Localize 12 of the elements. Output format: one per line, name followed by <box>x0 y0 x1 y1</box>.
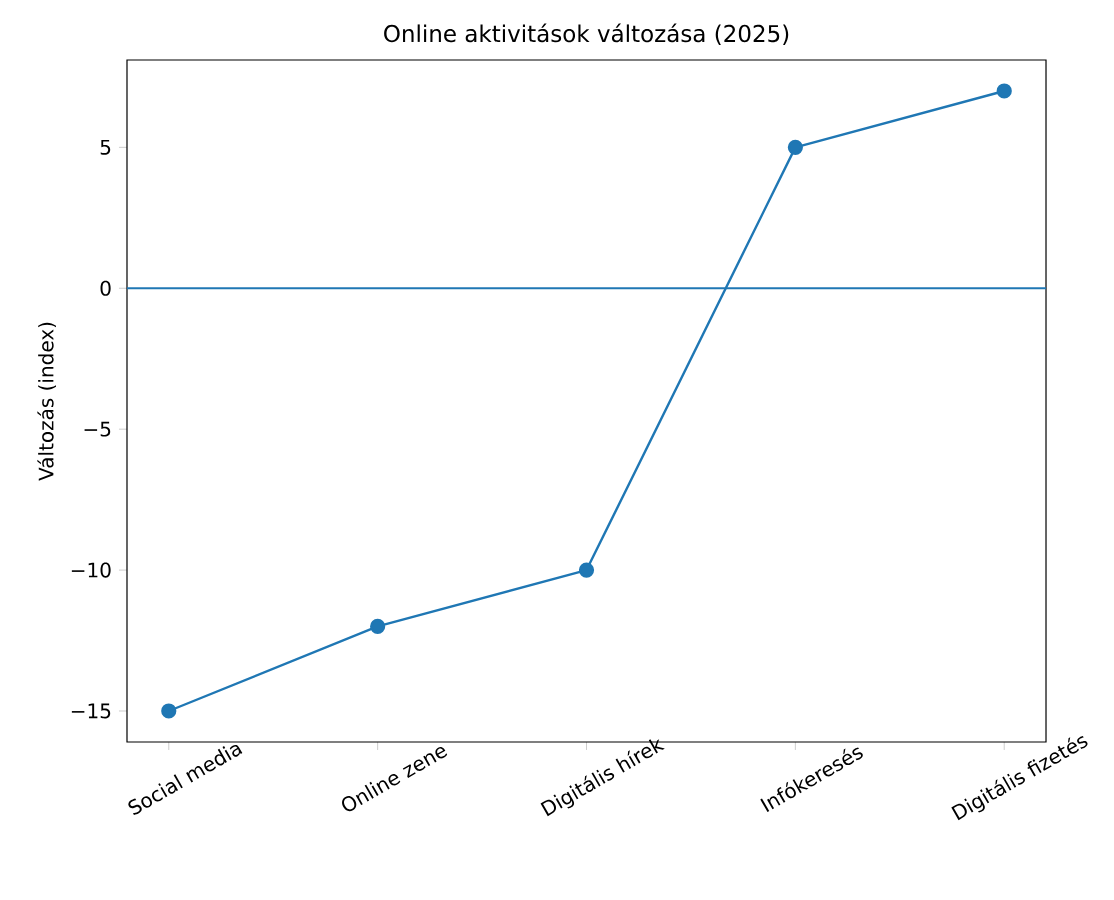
y-tick-label: 5 <box>100 139 111 155</box>
y-tick-label: −10 <box>71 562 111 578</box>
y-tick-label: −15 <box>71 703 111 719</box>
point <box>787 139 803 155</box>
point <box>370 618 386 635</box>
y-tick-label: −5 <box>84 421 111 437</box>
y-tick-label: 0 <box>100 280 111 296</box>
point <box>161 703 177 719</box>
y-axis-title: Változás (index) <box>37 322 56 481</box>
chart-title: Online aktivitások változása (2025) <box>384 23 789 45</box>
point <box>996 83 1012 99</box>
point <box>578 562 595 578</box>
